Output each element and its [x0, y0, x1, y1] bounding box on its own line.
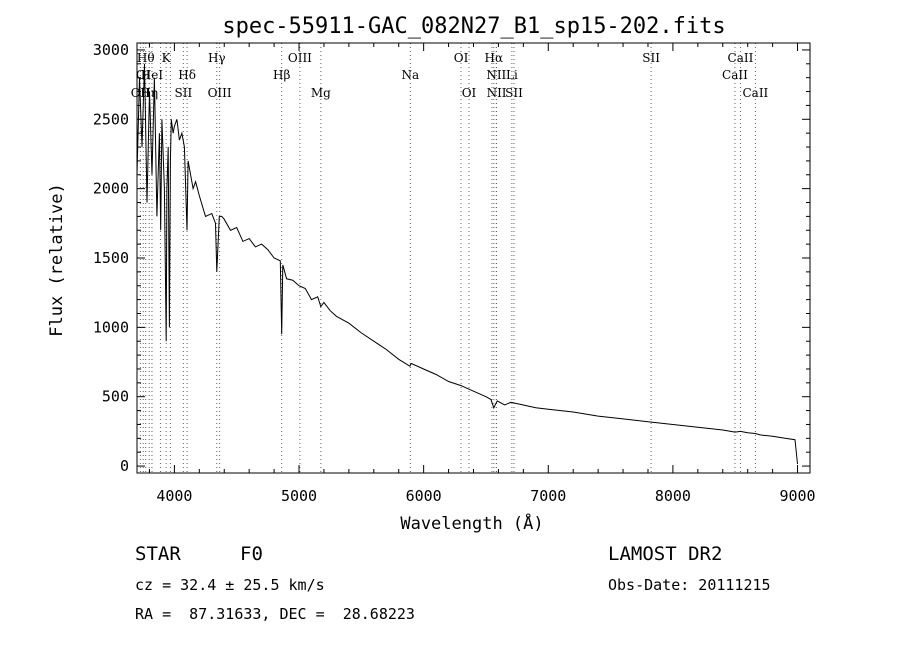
plot-frame	[136, 42, 811, 474]
y-tick-label: 1000	[93, 318, 129, 336]
observation-date: Obs-Date: 20111215	[608, 576, 771, 594]
y-tick-label: 2000	[93, 180, 129, 198]
line-marker-label: NII	[487, 86, 507, 100]
chart-title: spec-55911-GAC_082N27_B1_sp15-202.fits	[222, 14, 725, 39]
redshift-velocity: cz = 32.4 ± 25.5 km/s	[135, 576, 325, 594]
object-class: STAR	[135, 543, 181, 565]
spectrum-line	[136, 63, 798, 465]
x-tick-label: 9000	[779, 487, 815, 505]
x-tick-label: 6000	[406, 487, 442, 505]
line-marker-label: OIII	[208, 86, 232, 100]
y-tick-label: 500	[102, 388, 129, 406]
object-subclass: F0	[240, 543, 263, 565]
sky-coordinates: RA = 87.31633, DEC = 28.68223	[135, 605, 415, 623]
line-marker-label: K	[162, 51, 172, 65]
x-tick-label: 5000	[281, 487, 317, 505]
survey-name: LAMOST DR2	[608, 543, 723, 565]
y-tick-label: 3000	[93, 41, 129, 59]
line-marker-label: Hδ	[178, 68, 196, 82]
line-marker-label: Mg	[311, 86, 331, 100]
line-marker-label: Hβ	[273, 68, 290, 82]
line-marker-label: OI	[454, 51, 469, 65]
x-tick-label: 4000	[156, 487, 192, 505]
line-marker-label: Hα	[485, 51, 504, 65]
line-marker-label: HeI	[141, 68, 164, 82]
x-axis-ticks: 4000 5000 6000 7000 8000 9000	[148, 43, 816, 505]
x-axis-label: Wavelength (Å)	[400, 512, 543, 534]
emission-line-labels: OIIOIHθHηHeIKSIIHδHγOIIIHβOIIIMgNaOIOIHα…	[131, 51, 769, 100]
line-marker-label: Na	[401, 68, 419, 82]
line-marker-label: SII	[505, 86, 523, 100]
line-marker-label: CaII	[742, 86, 768, 100]
line-marker-label: NII	[486, 68, 506, 82]
y-tick-label: 1500	[93, 249, 129, 267]
line-marker-label: SII	[642, 51, 660, 65]
y-tick-label: 0	[120, 457, 129, 475]
y-axis-ticks: 0 500 1000 1500 2000 2500 3000	[93, 41, 810, 475]
line-marker-label: SII	[175, 86, 193, 100]
line-marker-label: OI	[462, 86, 477, 100]
line-marker-label: Hγ	[208, 51, 226, 65]
emission-line-markers	[139, 43, 756, 473]
x-tick-label: 8000	[655, 487, 691, 505]
y-tick-label: 2500	[93, 110, 129, 128]
line-marker-label: OIII	[288, 51, 312, 65]
line-marker-label: Hθ	[137, 51, 155, 65]
line-marker-label: CaII	[728, 51, 754, 65]
x-tick-label: 7000	[530, 487, 566, 505]
y-axis-label: Flux (relative)	[47, 183, 67, 337]
line-marker-label: CaII	[722, 68, 748, 82]
line-marker-label: Li	[506, 68, 518, 82]
